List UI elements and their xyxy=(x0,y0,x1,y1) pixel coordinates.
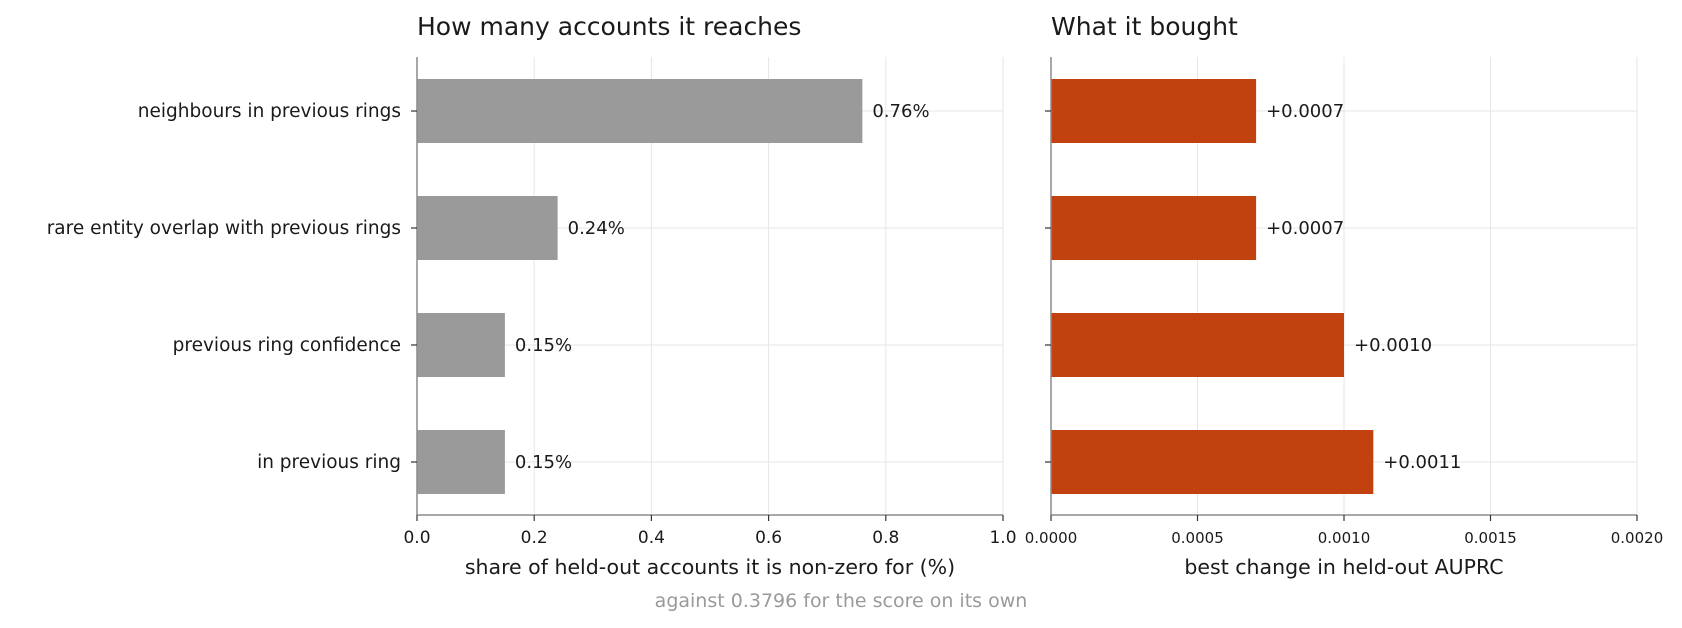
auprc-x-tick-label: 0.0010 xyxy=(1318,529,1371,547)
reach-value-label: 0.15% xyxy=(515,335,572,356)
reach-panel: 0.76% 0.24% 0.15% 0.15% 0.0 0.2 0.4 0.6 0.8 1.0 ne… xyxy=(47,12,1017,579)
auprc-x-tick-label: 0.0005 xyxy=(1171,529,1224,547)
footnote: against 0.3796 for the score on its own xyxy=(655,590,1028,612)
reach-category-label: rare entity overlap with previous rings xyxy=(47,218,401,239)
reach-bar xyxy=(417,79,863,143)
reach-value-label: 0.15% xyxy=(515,452,572,473)
auprc-x-tick-label: 0.0020 xyxy=(1611,529,1664,547)
reach-x-tick-label: 0.4 xyxy=(638,528,665,548)
auprc-x-axis-label: best change in held-out AUPRC xyxy=(1184,555,1503,579)
reach-x-tick-label: 1.0 xyxy=(989,528,1016,548)
auprc-bar xyxy=(1051,196,1257,260)
auprc-title: What it bought xyxy=(1051,12,1238,41)
reach-x-tick-label: 0.6 xyxy=(755,528,782,548)
reach-bar xyxy=(417,196,558,260)
reach-title: How many accounts it reaches xyxy=(417,12,801,41)
auprc-value-label: +0.0011 xyxy=(1383,452,1461,473)
reach-value-label: 0.24% xyxy=(568,218,625,239)
reach-x-tick-label: 0.0 xyxy=(403,528,430,548)
reach-x-tick-label: 0.2 xyxy=(521,528,548,548)
auprc-x-tick-label: 0.0015 xyxy=(1464,529,1517,547)
reach-value-label: 0.76% xyxy=(872,101,929,122)
auprc-bar xyxy=(1051,79,1257,143)
auprc-panel: +0.0007 +0.0007 +0.0010 +0.0011 0.0000 0.0005… xyxy=(1025,12,1664,579)
auprc-x-tick-label: 0.0000 xyxy=(1025,529,1078,547)
reach-category-label: neighbours in previous rings xyxy=(138,101,401,122)
reach-x-axis-label: share of held-out accounts it is non-zer… xyxy=(465,555,955,579)
reach-bar xyxy=(417,430,505,494)
auprc-value-label: +0.0007 xyxy=(1266,218,1344,239)
reach-x-tick-label: 0.8 xyxy=(872,528,899,548)
auprc-bar xyxy=(1051,430,1374,494)
auprc-bar xyxy=(1051,313,1344,377)
reach-category-label: previous ring confidence xyxy=(173,335,401,356)
auprc-value-label: +0.0010 xyxy=(1354,335,1432,356)
auprc-value-label: +0.0007 xyxy=(1266,101,1344,122)
reach-bar xyxy=(417,313,505,377)
reach-category-label: in previous ring xyxy=(257,452,401,473)
